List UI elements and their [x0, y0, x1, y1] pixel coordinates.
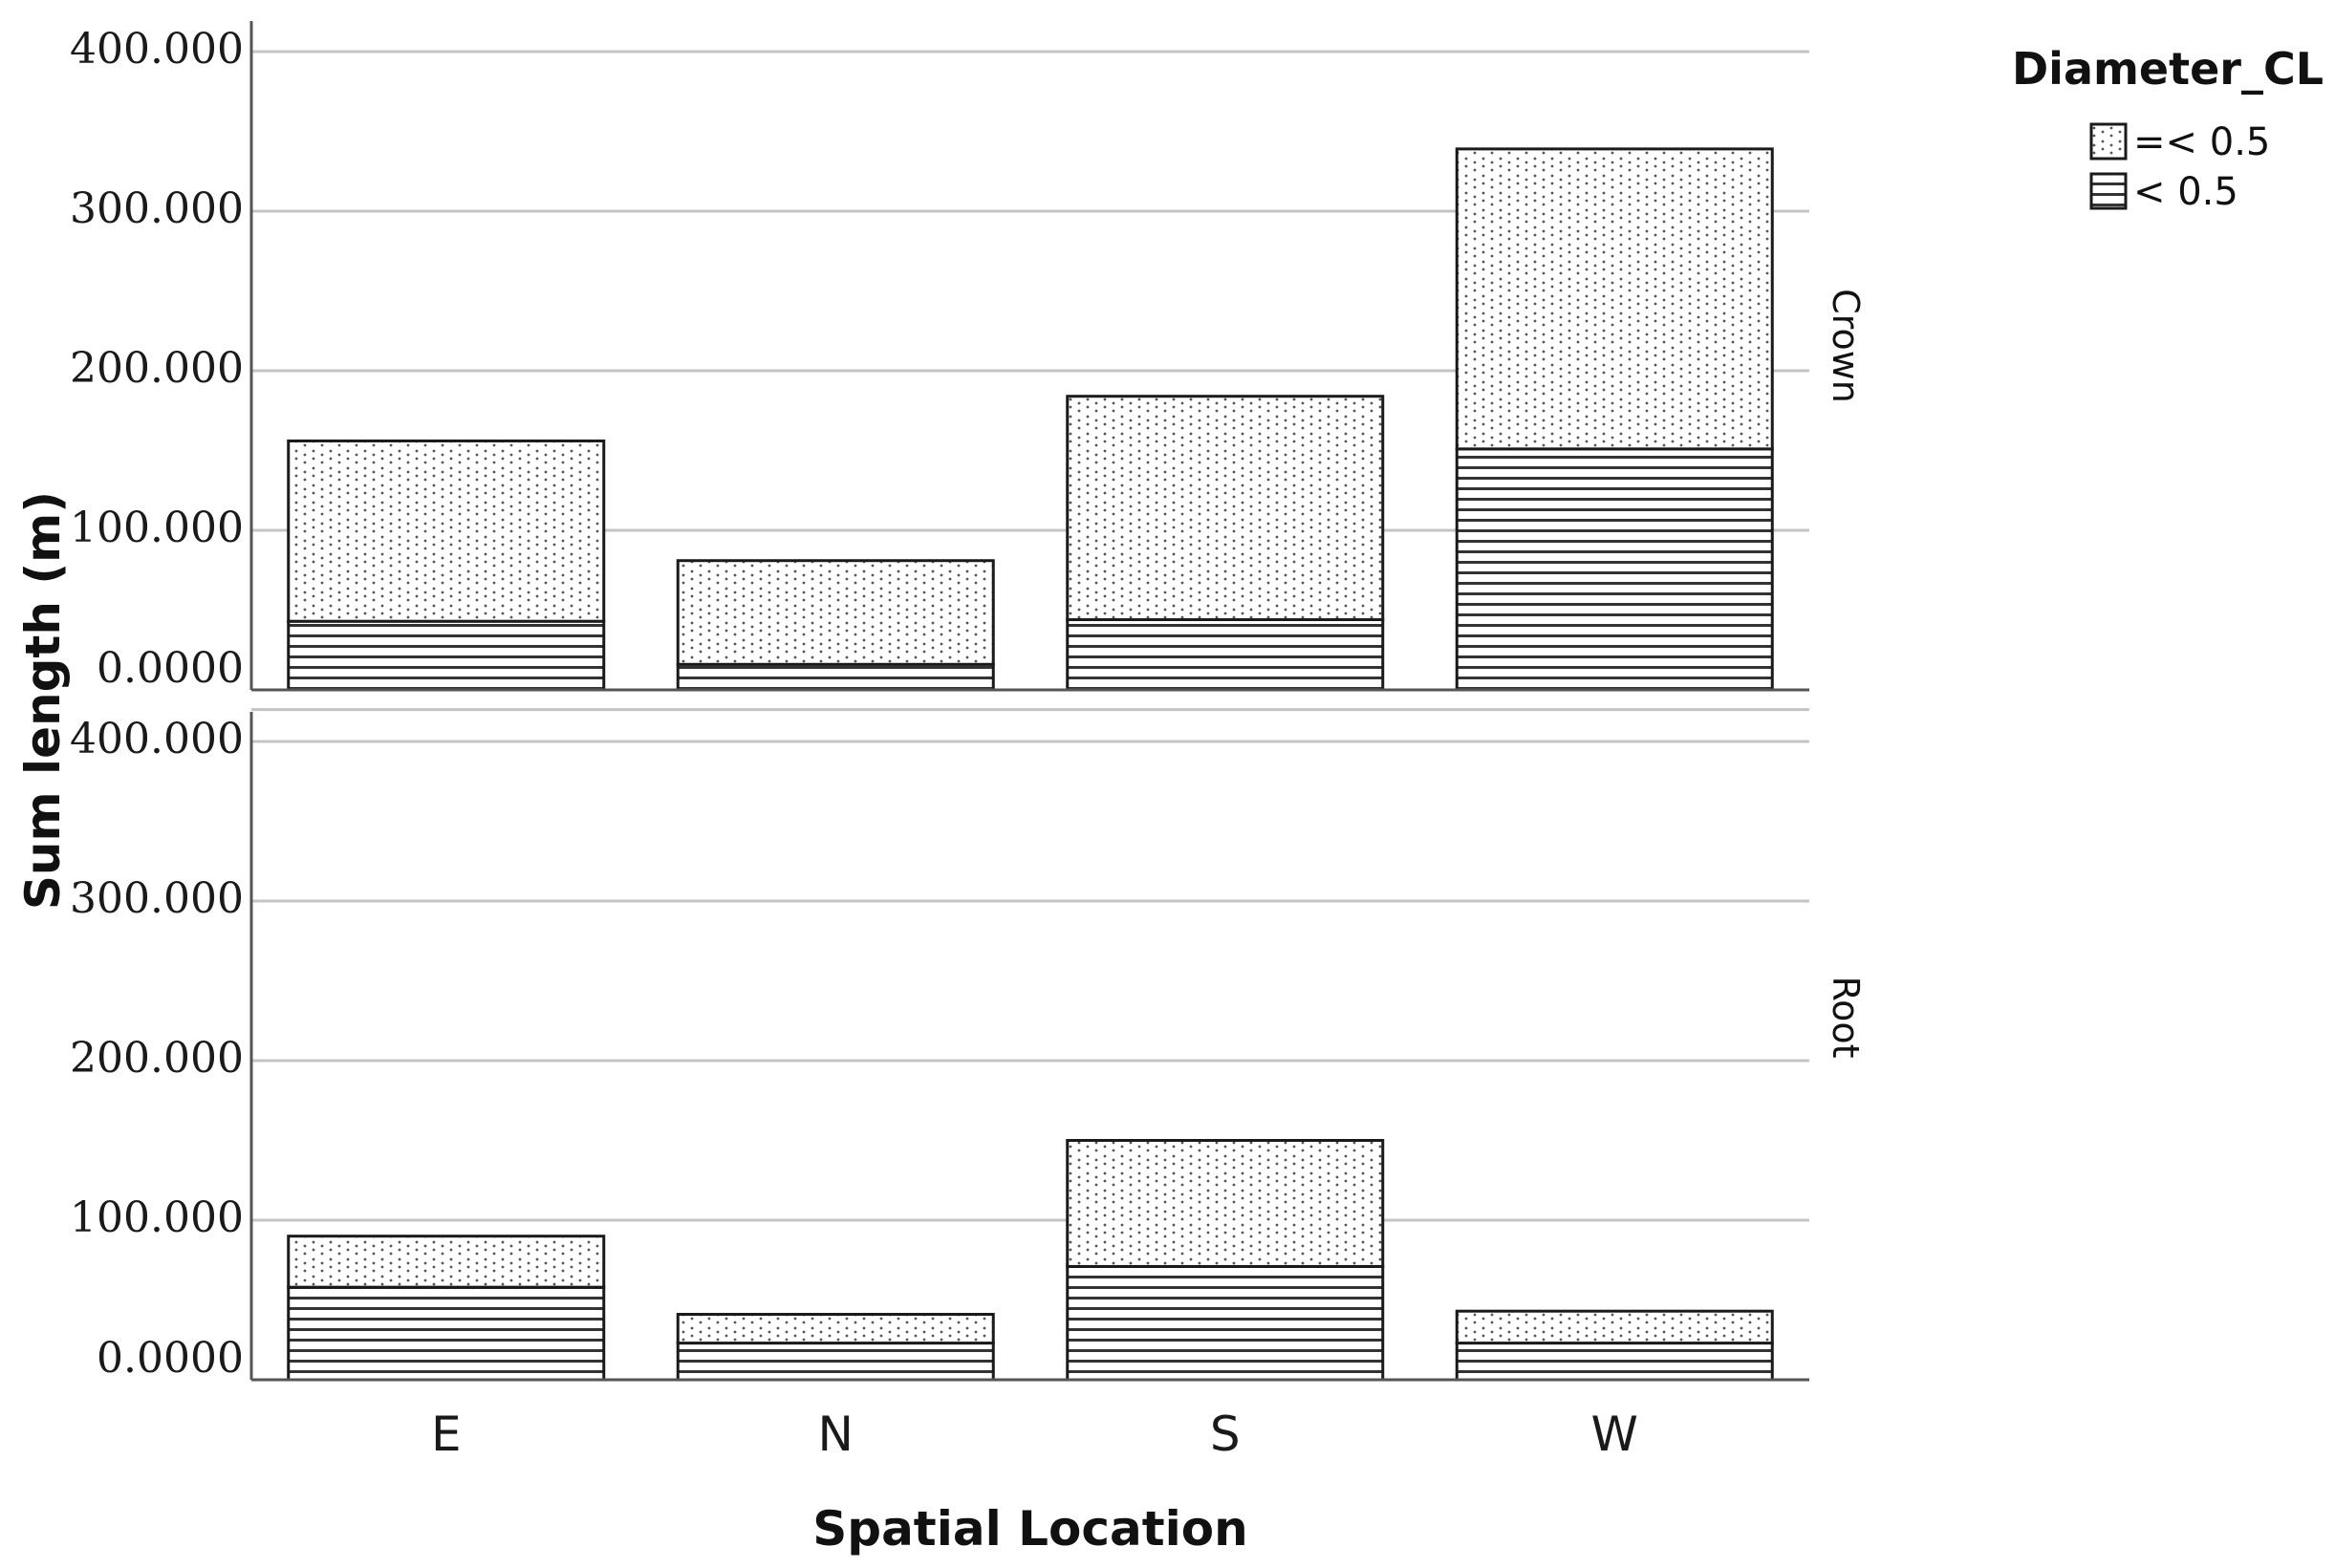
y-tick-label-crown-300: 300.000 — [70, 184, 244, 233]
bar-root-W-dots — [1455, 1309, 1774, 1345]
legend-swatch-lines — [2089, 172, 2128, 210]
legend-label-dots: =< 0.5 — [2133, 120, 2270, 164]
bar-root-N-lines — [676, 1342, 995, 1382]
y-tick-label-root-0: 0.0000 — [97, 1334, 244, 1383]
legend-label-lines: < 0.5 — [2133, 170, 2238, 214]
bar-crown-E-dots — [287, 439, 606, 623]
bar-root-S-lines — [1066, 1264, 1385, 1382]
y-tick-label-root-200: 200.000 — [70, 1034, 244, 1083]
bar-root-E-dots — [287, 1235, 606, 1289]
y-tick-label-root-300: 300.000 — [70, 874, 244, 923]
panel-label-crown: Crown — [1825, 289, 1867, 403]
bar-root-S-dots — [1066, 1139, 1385, 1268]
bar-crown-S-dots — [1066, 395, 1385, 622]
legend-swatch-dots — [2089, 122, 2128, 161]
x-tick-label-N: N — [818, 1407, 854, 1462]
bar-crown-W-dots — [1455, 147, 1774, 451]
y-tick-label-crown-0: 0.0000 — [97, 644, 244, 693]
bar-crown-N-lines — [676, 662, 995, 692]
bar-root-E-lines — [287, 1285, 606, 1382]
x-tick-label-S: S — [1210, 1407, 1241, 1462]
y-tick-label-crown-400: 400.000 — [70, 25, 244, 74]
x-tick-label-E: E — [431, 1407, 462, 1462]
y-tick-label-root-400: 400.000 — [70, 715, 244, 763]
panel-label-root: Root — [1825, 976, 1867, 1058]
x-tick-label-W: W — [1591, 1407, 1638, 1462]
y-tick-label-crown-200: 200.000 — [70, 344, 244, 393]
bar-crown-E-lines — [287, 619, 606, 692]
bar-crown-N-dots — [676, 559, 995, 666]
bar-crown-W-lines — [1455, 447, 1774, 692]
y-tick-label-root-100: 100.000 — [70, 1193, 244, 1242]
y-axis-title: Sum length (m) — [15, 491, 71, 910]
x-axis-title: Spatial Location — [812, 1501, 1247, 1557]
bar-root-W-lines — [1455, 1342, 1774, 1382]
y-tick-label-crown-100: 100.000 — [70, 504, 244, 552]
legend-title: Diameter_CL — [2012, 43, 2324, 95]
bar-root-N-dots — [676, 1313, 995, 1345]
bar-crown-S-lines — [1066, 618, 1385, 692]
